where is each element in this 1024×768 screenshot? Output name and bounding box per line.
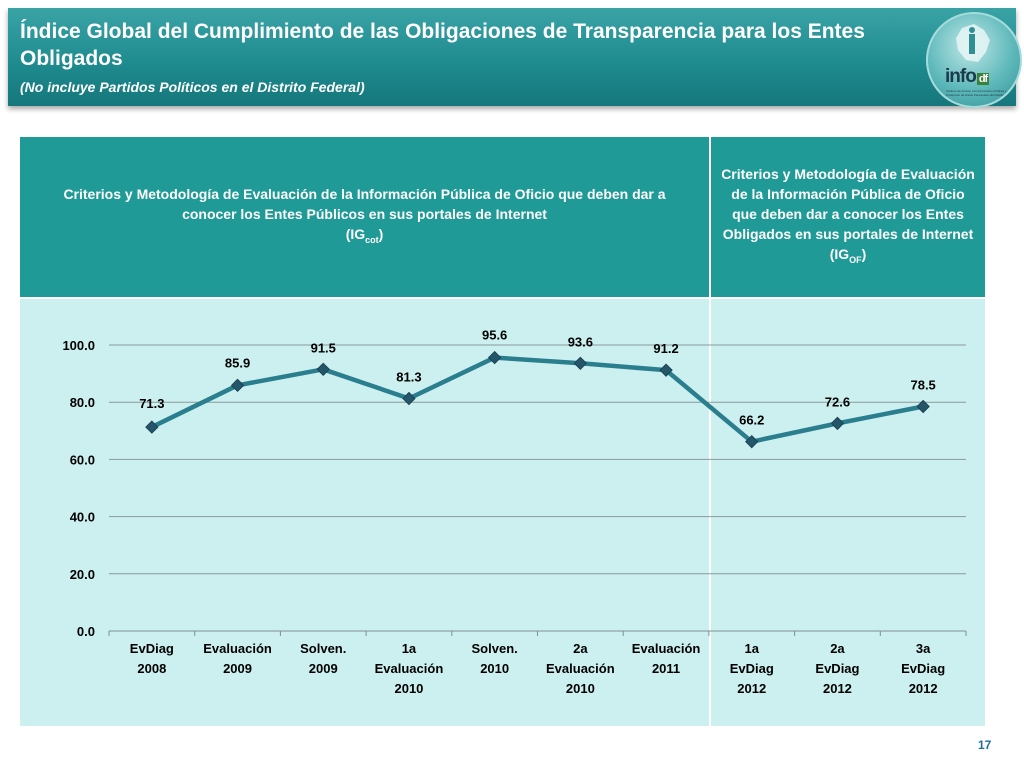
- igof-label: (IGOF): [829, 246, 867, 265]
- x-tick-label: EvDiag 2008: [130, 641, 174, 676]
- slide-subtitle: (No incluye Partidos Políticos en el Dis…: [20, 79, 365, 95]
- data-label: 91.5: [311, 340, 336, 355]
- x-tick-label: Evaluación 2011: [632, 641, 701, 676]
- line-chart: 0.0 20.0 40.0 60.0 80.0 100.0 EvDiag 2008 Evalua…: [62, 328, 967, 696]
- slide-title: Índice Global del Cumplimiento de las Ob…: [20, 20, 865, 70]
- y-tick-label: 100.0: [62, 338, 95, 353]
- x-tick-label: 2a EvDiag 2012: [815, 641, 859, 696]
- column-header-igcot: Criterios y Metodología de Evaluación de…: [20, 137, 709, 297]
- y-tick-label: 20.0: [70, 567, 95, 582]
- data-label: 95.6: [482, 328, 507, 343]
- igcot-label: (IGcot): [345, 226, 384, 245]
- data-point: [402, 391, 416, 406]
- data-label: 85.9: [225, 355, 250, 370]
- x-tick-label: Solven. 2010: [472, 641, 518, 676]
- x-tick-label: 2a Evaluación 2010: [546, 641, 615, 696]
- x-tick-label: 1a EvDiag 2012: [730, 641, 774, 696]
- data-label: 91.2: [653, 341, 678, 356]
- x-tick-label: 1a Evaluación 2010: [375, 641, 444, 696]
- data-point: [830, 416, 845, 431]
- data-point: [316, 362, 330, 377]
- y-tick-label: 40.0: [70, 510, 95, 525]
- data-label: 78.5: [910, 377, 935, 392]
- logo-caption: Instituto de Acceso a la Información Púb…: [946, 90, 1015, 97]
- data-label: 72.6: [825, 394, 850, 409]
- data-label: 93.6: [568, 334, 593, 349]
- page-number: 17: [978, 738, 992, 752]
- y-tick-label: 80.0: [70, 395, 95, 410]
- x-tick-label: Solven. 2009: [300, 641, 346, 676]
- map-icon: [956, 24, 990, 62]
- column-header-igof-text: Criterios y Metodología de Evaluación de…: [721, 166, 975, 243]
- infodf-logo: info df Instituto de Acceso a la Informac…: [926, 12, 1022, 108]
- y-tick-label: 60.0: [70, 452, 95, 467]
- series-line: [150, 355, 924, 444]
- chart-area-left: [20, 299, 709, 726]
- chart-area-right: [711, 299, 985, 726]
- data-point: [145, 420, 159, 434]
- slide-header: Índice Global del Cumplimiento de las Ob…: [8, 8, 1022, 108]
- data-label: 81.3: [396, 369, 421, 384]
- column-header-igcot-text: Criterios y Metodología de Evaluación de…: [63, 186, 666, 223]
- x-tick-label: Evaluación 2009: [203, 641, 272, 676]
- data-label: 66.2: [739, 413, 764, 428]
- data-point: [573, 356, 588, 371]
- chart-panel: Criterios y Metodología de Evaluación de…: [20, 137, 985, 726]
- data-label: 71.3: [139, 396, 164, 411]
- column-header-igof: Criterios y Metodología de Evaluación de…: [711, 137, 985, 297]
- logo-wordmark: info df: [945, 66, 990, 87]
- data-point: [230, 378, 245, 393]
- data-point: [745, 434, 759, 449]
- data-point: [659, 363, 673, 377]
- x-tick-label: 3a EvDiag 2012: [901, 641, 945, 696]
- y-tick-label: 0.0: [77, 624, 95, 639]
- data-point: [487, 350, 502, 365]
- data-point: [916, 399, 930, 414]
